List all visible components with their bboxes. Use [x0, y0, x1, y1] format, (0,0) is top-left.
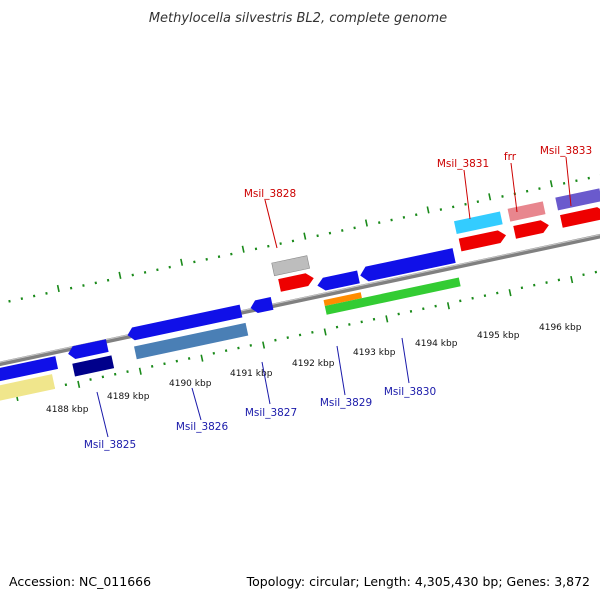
gene-msil3829[interactable]	[316, 270, 360, 291]
major-tick	[488, 193, 492, 201]
gene-msil3833-red[interactable]	[560, 206, 600, 228]
gene-msil3825-navy[interactable]	[72, 355, 115, 377]
major-tick	[549, 180, 553, 188]
gene-frr-red[interactable]	[513, 219, 550, 239]
kbp-label: 4196 kbp	[539, 323, 582, 333]
gene-yellow-left[interactable]	[0, 374, 56, 403]
track-group	[0, 174, 600, 403]
tick-marks	[3, 174, 600, 402]
gene-label-frr[interactable]: frr	[504, 151, 517, 163]
gene-label-msil3825[interactable]: Msil_3825	[84, 439, 136, 451]
major-tick	[303, 232, 307, 240]
gene-frr[interactable]	[507, 201, 546, 222]
kbp-label: 4188 kbp	[46, 405, 89, 415]
major-tick	[200, 354, 204, 362]
genome-backbone-highlight	[0, 223, 600, 374]
kbp-label: 4193 kbp	[353, 348, 396, 358]
top-gene-labels: Msil_3828 Msil_3831 frr Msil_3833	[244, 145, 592, 200]
major-tick	[364, 219, 368, 227]
major-tick	[118, 271, 122, 279]
major-tick	[180, 258, 184, 266]
major-tick	[570, 275, 574, 284]
gene-blue-left-a[interactable]	[0, 356, 59, 384]
gene-msil3830[interactable]	[359, 248, 456, 283]
major-tick	[323, 328, 327, 336]
kbp-label: 4194 kbp	[415, 339, 458, 349]
gene-msil3828[interactable]	[271, 255, 310, 277]
kbp-label: 4192 kbp	[292, 359, 335, 369]
major-tick	[77, 380, 81, 388]
label-leaders	[96, 156, 572, 438]
gene-msil3828-rrna[interactable]	[278, 272, 315, 292]
major-tick	[426, 206, 430, 214]
accession-text: Accession: NC_011666	[9, 574, 151, 589]
gene-label-msil3828[interactable]: Msil_3828	[244, 188, 296, 200]
major-tick	[385, 315, 389, 323]
gene-label-msil3833[interactable]: Msil_3833	[540, 145, 592, 157]
gene-label-msil3829[interactable]: Msil_3829	[320, 397, 372, 409]
gene-orange-small[interactable]	[323, 292, 362, 306]
gene-label-msil3830[interactable]: Msil_3830	[384, 386, 436, 398]
gene-msil3830-green[interactable]	[324, 277, 461, 315]
gene-label-msil3831[interactable]: Msil_3831	[437, 158, 489, 170]
gene-msil3831-red[interactable]	[458, 229, 508, 252]
kbp-label: 4190 kbp	[169, 379, 212, 389]
gene-msil3831[interactable]	[453, 211, 503, 234]
major-tick	[241, 245, 245, 253]
gene-msil3826-steel[interactable]	[134, 322, 249, 360]
major-tick	[262, 341, 266, 349]
bottom-gene-labels: Msil_3825 Msil_3826 Msil_3827 Msil_3829 …	[84, 386, 436, 451]
gene-msil3825[interactable]	[67, 339, 109, 360]
major-tick	[446, 302, 450, 310]
gene-msil3827[interactable]	[249, 297, 274, 314]
gene-label-msil3826[interactable]: Msil_3826	[176, 421, 229, 433]
major-tick	[56, 284, 60, 293]
kbp-labels: 4188 kbp 4189 kbp 4190 kbp 4191 kbp 4192…	[46, 323, 582, 415]
map-title: Methylocella silvestris BL2, complete ge…	[149, 11, 447, 26]
kbp-label: 4191 kbp	[230, 369, 273, 379]
kbp-label: 4189 kbp	[107, 392, 150, 402]
genome-backbone	[0, 222, 600, 378]
major-tick	[138, 367, 142, 375]
gene-msil3833[interactable]	[555, 188, 600, 211]
gene-msil3826[interactable]	[126, 304, 243, 342]
genome-summary-text: Topology: circular; Length: 4,305,430 bp…	[246, 574, 590, 589]
major-tick	[508, 289, 512, 297]
gene-label-msil3827[interactable]: Msil_3827	[245, 407, 297, 419]
kbp-label: 4195 kbp	[477, 331, 520, 341]
